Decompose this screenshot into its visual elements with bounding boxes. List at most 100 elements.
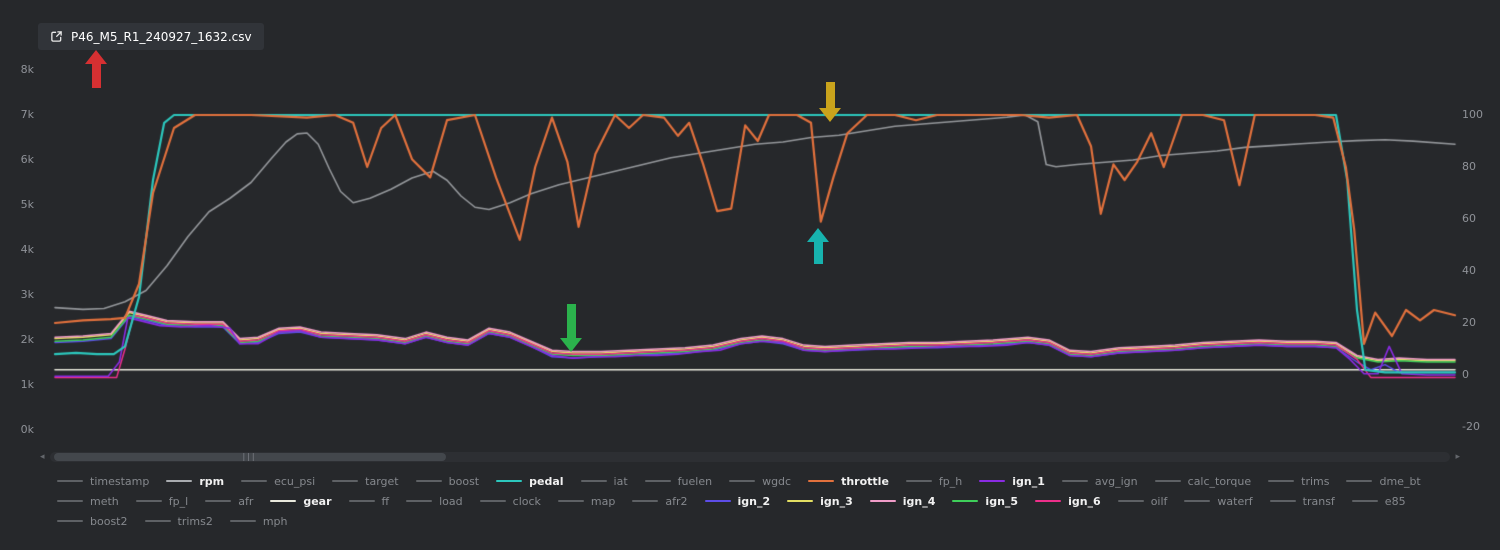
- legend-swatch: [704, 500, 731, 502]
- legend-item-iat[interactable]: iat: [580, 474, 628, 488]
- legend-swatch: [415, 480, 442, 482]
- legend-item-fuelen[interactable]: fuelen: [644, 474, 713, 488]
- legend-label: transf: [1302, 494, 1335, 508]
- legend-swatch: [1035, 500, 1062, 502]
- legend-item-trims[interactable]: trims: [1268, 475, 1329, 488]
- legend-label: ign_2: [737, 494, 771, 508]
- legend-label: e85: [1384, 494, 1406, 508]
- legend-swatch: [1154, 480, 1181, 482]
- legend-item-timestamp[interactable]: timestamp: [57, 475, 149, 488]
- legend-swatch: [348, 500, 375, 502]
- legend-swatch: [332, 480, 359, 482]
- legend-swatch: [1117, 500, 1144, 502]
- legend-item-target[interactable]: target: [332, 475, 399, 488]
- legend-item-ign_5[interactable]: ign_5: [952, 495, 1018, 508]
- yellow-arrow: [818, 82, 842, 122]
- legend-label: mph: [262, 514, 288, 528]
- legend-item-ecu_psi[interactable]: ecu_psi: [241, 475, 315, 488]
- scrollbar-thumb[interactable]: |||: [53, 452, 446, 461]
- legend-item-ign_3[interactable]: ign_3: [787, 495, 853, 508]
- legend-label: timestamp: [90, 474, 150, 488]
- legend-swatch: [205, 500, 232, 502]
- legend-item-ign_2[interactable]: ign_2: [704, 494, 771, 508]
- legend-swatch: [869, 500, 896, 502]
- legend-label: ign_5: [985, 494, 1019, 508]
- legend-item-boost2[interactable]: boost2: [57, 515, 128, 528]
- legend-label: dme_bt: [1379, 474, 1421, 488]
- legend-item-gear[interactable]: gear: [270, 495, 332, 508]
- legend-swatch: [952, 500, 979, 502]
- legend-swatch: [135, 500, 162, 502]
- legend-item-e85[interactable]: e85: [1351, 494, 1406, 508]
- scrollbar-left-arrow[interactable]: ◂: [40, 452, 45, 462]
- legend-item-rpm[interactable]: rpm: [166, 475, 224, 488]
- legend-item-boost[interactable]: boost: [415, 475, 479, 488]
- legend-item-pedal[interactable]: pedal: [496, 474, 564, 488]
- legend-item-ign_4[interactable]: ign_4: [869, 495, 935, 508]
- legend-item-map[interactable]: map: [557, 494, 616, 508]
- legend-item-avg_ign[interactable]: avg_ign: [1061, 475, 1138, 488]
- legend-swatch: [57, 500, 83, 502]
- legend-label: clock: [512, 494, 541, 508]
- legend-label: afr: [238, 494, 254, 508]
- legend-item-ign_1[interactable]: ign_1: [979, 475, 1045, 488]
- legend-item-mph[interactable]: mph: [229, 514, 288, 528]
- legend-item-throttle[interactable]: throttle: [808, 475, 889, 488]
- legend-label: oilf: [1150, 494, 1168, 508]
- legend-label: ff: [381, 494, 390, 508]
- legend-item-calc_torque[interactable]: calc_torque: [1154, 474, 1252, 488]
- legend-item-fp_l[interactable]: fp_l: [135, 495, 188, 508]
- legend-label: fp_h: [938, 474, 963, 488]
- legend-swatch: [1061, 480, 1088, 482]
- legend-item-load[interactable]: load: [406, 495, 463, 508]
- legend-swatch: [729, 480, 756, 482]
- green-arrow: [559, 304, 583, 352]
- legend-swatch: [406, 500, 433, 502]
- legend-label: ecu_psi: [274, 474, 316, 488]
- legend-item-waterf[interactable]: waterf: [1184, 494, 1253, 508]
- legend-label: pedal: [529, 474, 564, 488]
- legend-item-afr2[interactable]: afr2: [632, 494, 688, 508]
- legend-item-trims2[interactable]: trims2: [144, 514, 213, 528]
- legend-item-transf[interactable]: transf: [1269, 494, 1335, 508]
- legend-label: meth: [90, 494, 119, 508]
- legend-swatch: [787, 500, 814, 502]
- scrollbar-track[interactable]: |||: [49, 452, 1451, 462]
- legend-item-ign_6[interactable]: ign_6: [1035, 495, 1101, 508]
- scrollbar-grip: |||: [242, 452, 257, 461]
- legend-item-afr[interactable]: afr: [205, 495, 253, 508]
- legend-label: calc_torque: [1187, 474, 1252, 488]
- legend-swatch: [1268, 480, 1295, 482]
- teal-arrow: [806, 228, 830, 264]
- legend-item-oilf[interactable]: oilf: [1117, 494, 1168, 508]
- legend-label: rpm: [199, 474, 225, 488]
- legend-label: afr2: [665, 494, 688, 508]
- legend-swatch: [144, 520, 171, 522]
- legend-label: trims2: [177, 514, 213, 528]
- legend-item-fp_h[interactable]: fp_h: [905, 474, 963, 488]
- legend-label: throttle: [841, 474, 889, 488]
- legend-swatch: [580, 480, 607, 482]
- legend-label: load: [439, 494, 463, 508]
- legend: timestamp rpm ecu_psi target boost pedal iat fu…: [57, 471, 1467, 531]
- legend-item-meth[interactable]: meth: [57, 495, 119, 508]
- legend-label: fuelen: [677, 474, 713, 488]
- legend-swatch: [1269, 500, 1296, 502]
- legend-item-ff[interactable]: ff: [348, 494, 390, 508]
- legend-swatch: [496, 480, 523, 482]
- scrollbar-right-arrow[interactable]: ▸: [1455, 452, 1460, 462]
- legend-swatch: [166, 480, 193, 482]
- legend-swatch: [241, 480, 268, 482]
- legend-label: boost2: [90, 514, 128, 528]
- legend-item-wgdc[interactable]: wgdc: [729, 475, 791, 488]
- legend-label: map: [590, 494, 616, 508]
- legend-item-dme_bt[interactable]: dme_bt: [1346, 474, 1421, 488]
- legend-label: waterf: [1217, 494, 1253, 508]
- legend-label: iat: [613, 474, 628, 488]
- chart-scrollbar: ◂ ||| ▸: [40, 451, 1460, 463]
- legend-item-clock[interactable]: clock: [479, 494, 541, 508]
- legend-swatch: [557, 500, 584, 502]
- legend-swatch: [270, 500, 297, 502]
